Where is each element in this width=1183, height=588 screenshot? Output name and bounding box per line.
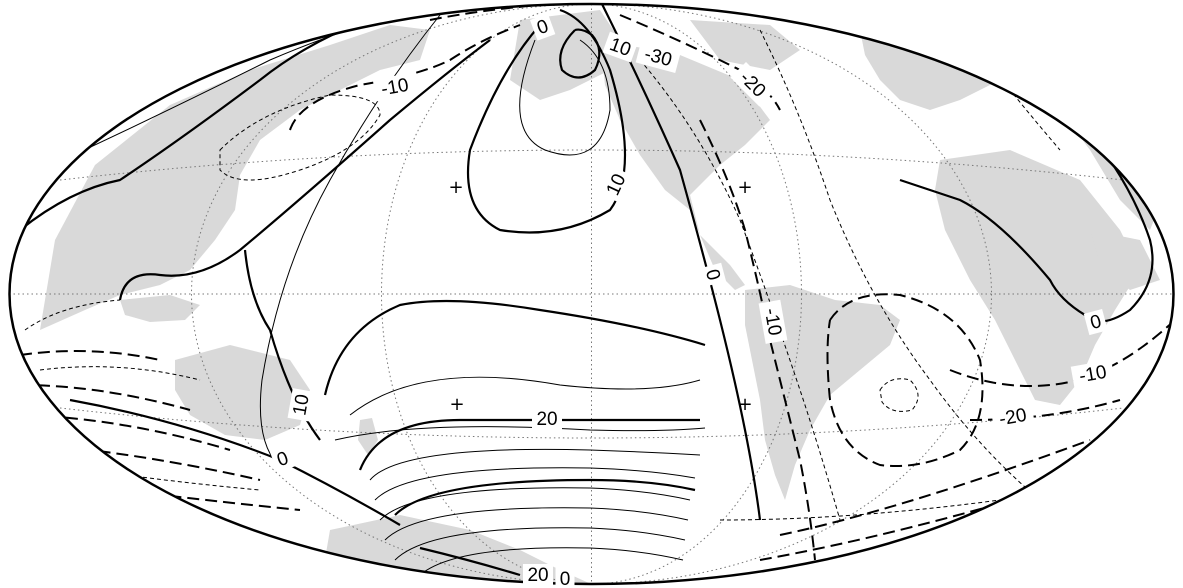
contour-neg20-loop bbox=[826, 293, 984, 467]
contour-label-background bbox=[532, 408, 562, 430]
contour-20 bbox=[323, 299, 706, 396]
extrema-markers: + + + + bbox=[448, 177, 752, 415]
contour-neg-se2 bbox=[759, 479, 1081, 561]
contour-neg20-sio bbox=[969, 399, 1121, 421]
land-indonesia bbox=[120, 295, 200, 322]
map-outline bbox=[8, 2, 1175, 586]
contour-label-sam-neg10: -10 bbox=[758, 299, 788, 344]
contour-neg10-sio bbox=[949, 319, 1174, 387]
land-central-america bbox=[700, 235, 745, 290]
contour-20-bottom bbox=[419, 546, 521, 577]
land-australia bbox=[175, 345, 310, 440]
contour-20b bbox=[358, 418, 700, 471]
contour-label-text: -10 bbox=[380, 75, 411, 100]
contour-label-background bbox=[269, 445, 296, 473]
land-east-asia bbox=[40, 25, 430, 330]
contour-label-wpac-10: 10 bbox=[287, 388, 315, 422]
contour-label-background bbox=[555, 568, 575, 588]
contour-label-text: -10 bbox=[760, 307, 785, 338]
contour-0-atlantic bbox=[599, 4, 762, 521]
contour-label-text: 0 bbox=[1088, 311, 1104, 334]
contour-label-sw-0: 0 bbox=[269, 445, 296, 473]
contour-neg-se1 bbox=[779, 439, 1091, 536]
land-europe bbox=[860, 25, 1020, 110]
contour-label-background bbox=[699, 262, 727, 287]
contour-label-text: 10 bbox=[289, 393, 313, 417]
land-arabia bbox=[1090, 230, 1160, 290]
contour-label-background bbox=[372, 72, 417, 102]
contour-label-background bbox=[287, 388, 315, 422]
contours-thick-positive bbox=[19, 4, 1154, 577]
contour-0-west bbox=[19, 13, 381, 231]
contour-label-top-0: 0 bbox=[529, 13, 556, 41]
contour-label-background bbox=[990, 402, 1035, 432]
land-new-zealand bbox=[358, 418, 378, 455]
marker-plus-npac: + bbox=[448, 177, 463, 198]
contour-label-bottom-0: 0 bbox=[555, 568, 575, 588]
contour-label-background bbox=[602, 31, 639, 63]
contour-label-text: 20 bbox=[527, 565, 548, 586]
contour-0-upper-arc bbox=[466, 8, 627, 234]
contour-10-west bbox=[118, 39, 491, 301]
contour-label-background bbox=[730, 62, 775, 107]
contour-label-nw-neg10: -10 bbox=[372, 72, 417, 102]
marker-plus-sam: + bbox=[737, 394, 752, 415]
land-greenland bbox=[690, 20, 800, 70]
contour-30 bbox=[394, 478, 696, 516]
contour-label-text: -20 bbox=[998, 405, 1029, 430]
contour-label-background bbox=[523, 564, 553, 586]
contour-label-bottom-20: 20 bbox=[523, 564, 553, 586]
contour-label-text: -10 bbox=[1078, 362, 1109, 387]
contour-label-pac-20: 20 bbox=[532, 408, 562, 430]
contour-label-background bbox=[529, 13, 556, 41]
contour-label-atl-0: 0 bbox=[699, 262, 727, 287]
contour-label-sio-neg20: -20 bbox=[990, 402, 1035, 432]
contour-label-background bbox=[1070, 359, 1115, 389]
contour-label-background bbox=[758, 299, 788, 344]
graticule-lines bbox=[9, 4, 1174, 584]
contour-neg10-sw1 bbox=[19, 350, 161, 361]
marker-plus-spac: + bbox=[449, 394, 464, 415]
contour-label-text: 0 bbox=[701, 267, 724, 283]
contour-label-background bbox=[599, 166, 633, 203]
contour-label-background bbox=[635, 41, 681, 73]
contour-label-text: 20 bbox=[536, 409, 557, 430]
contour-label-aus-0: 0 bbox=[1083, 308, 1108, 336]
contour-label-background bbox=[1083, 308, 1108, 336]
contour-neg10-atlantic bbox=[699, 119, 816, 561]
contour-label-npac-10: 10 bbox=[599, 166, 633, 203]
marker-plus-carib: + bbox=[737, 177, 752, 198]
contour-0-neg-loop bbox=[559, 28, 601, 79]
contour-neg40-sw bbox=[79, 484, 301, 511]
contour-label-text: 0 bbox=[560, 569, 571, 588]
land-africa bbox=[935, 150, 1140, 405]
contour-label-sio-neg10: -10 bbox=[1070, 359, 1115, 389]
